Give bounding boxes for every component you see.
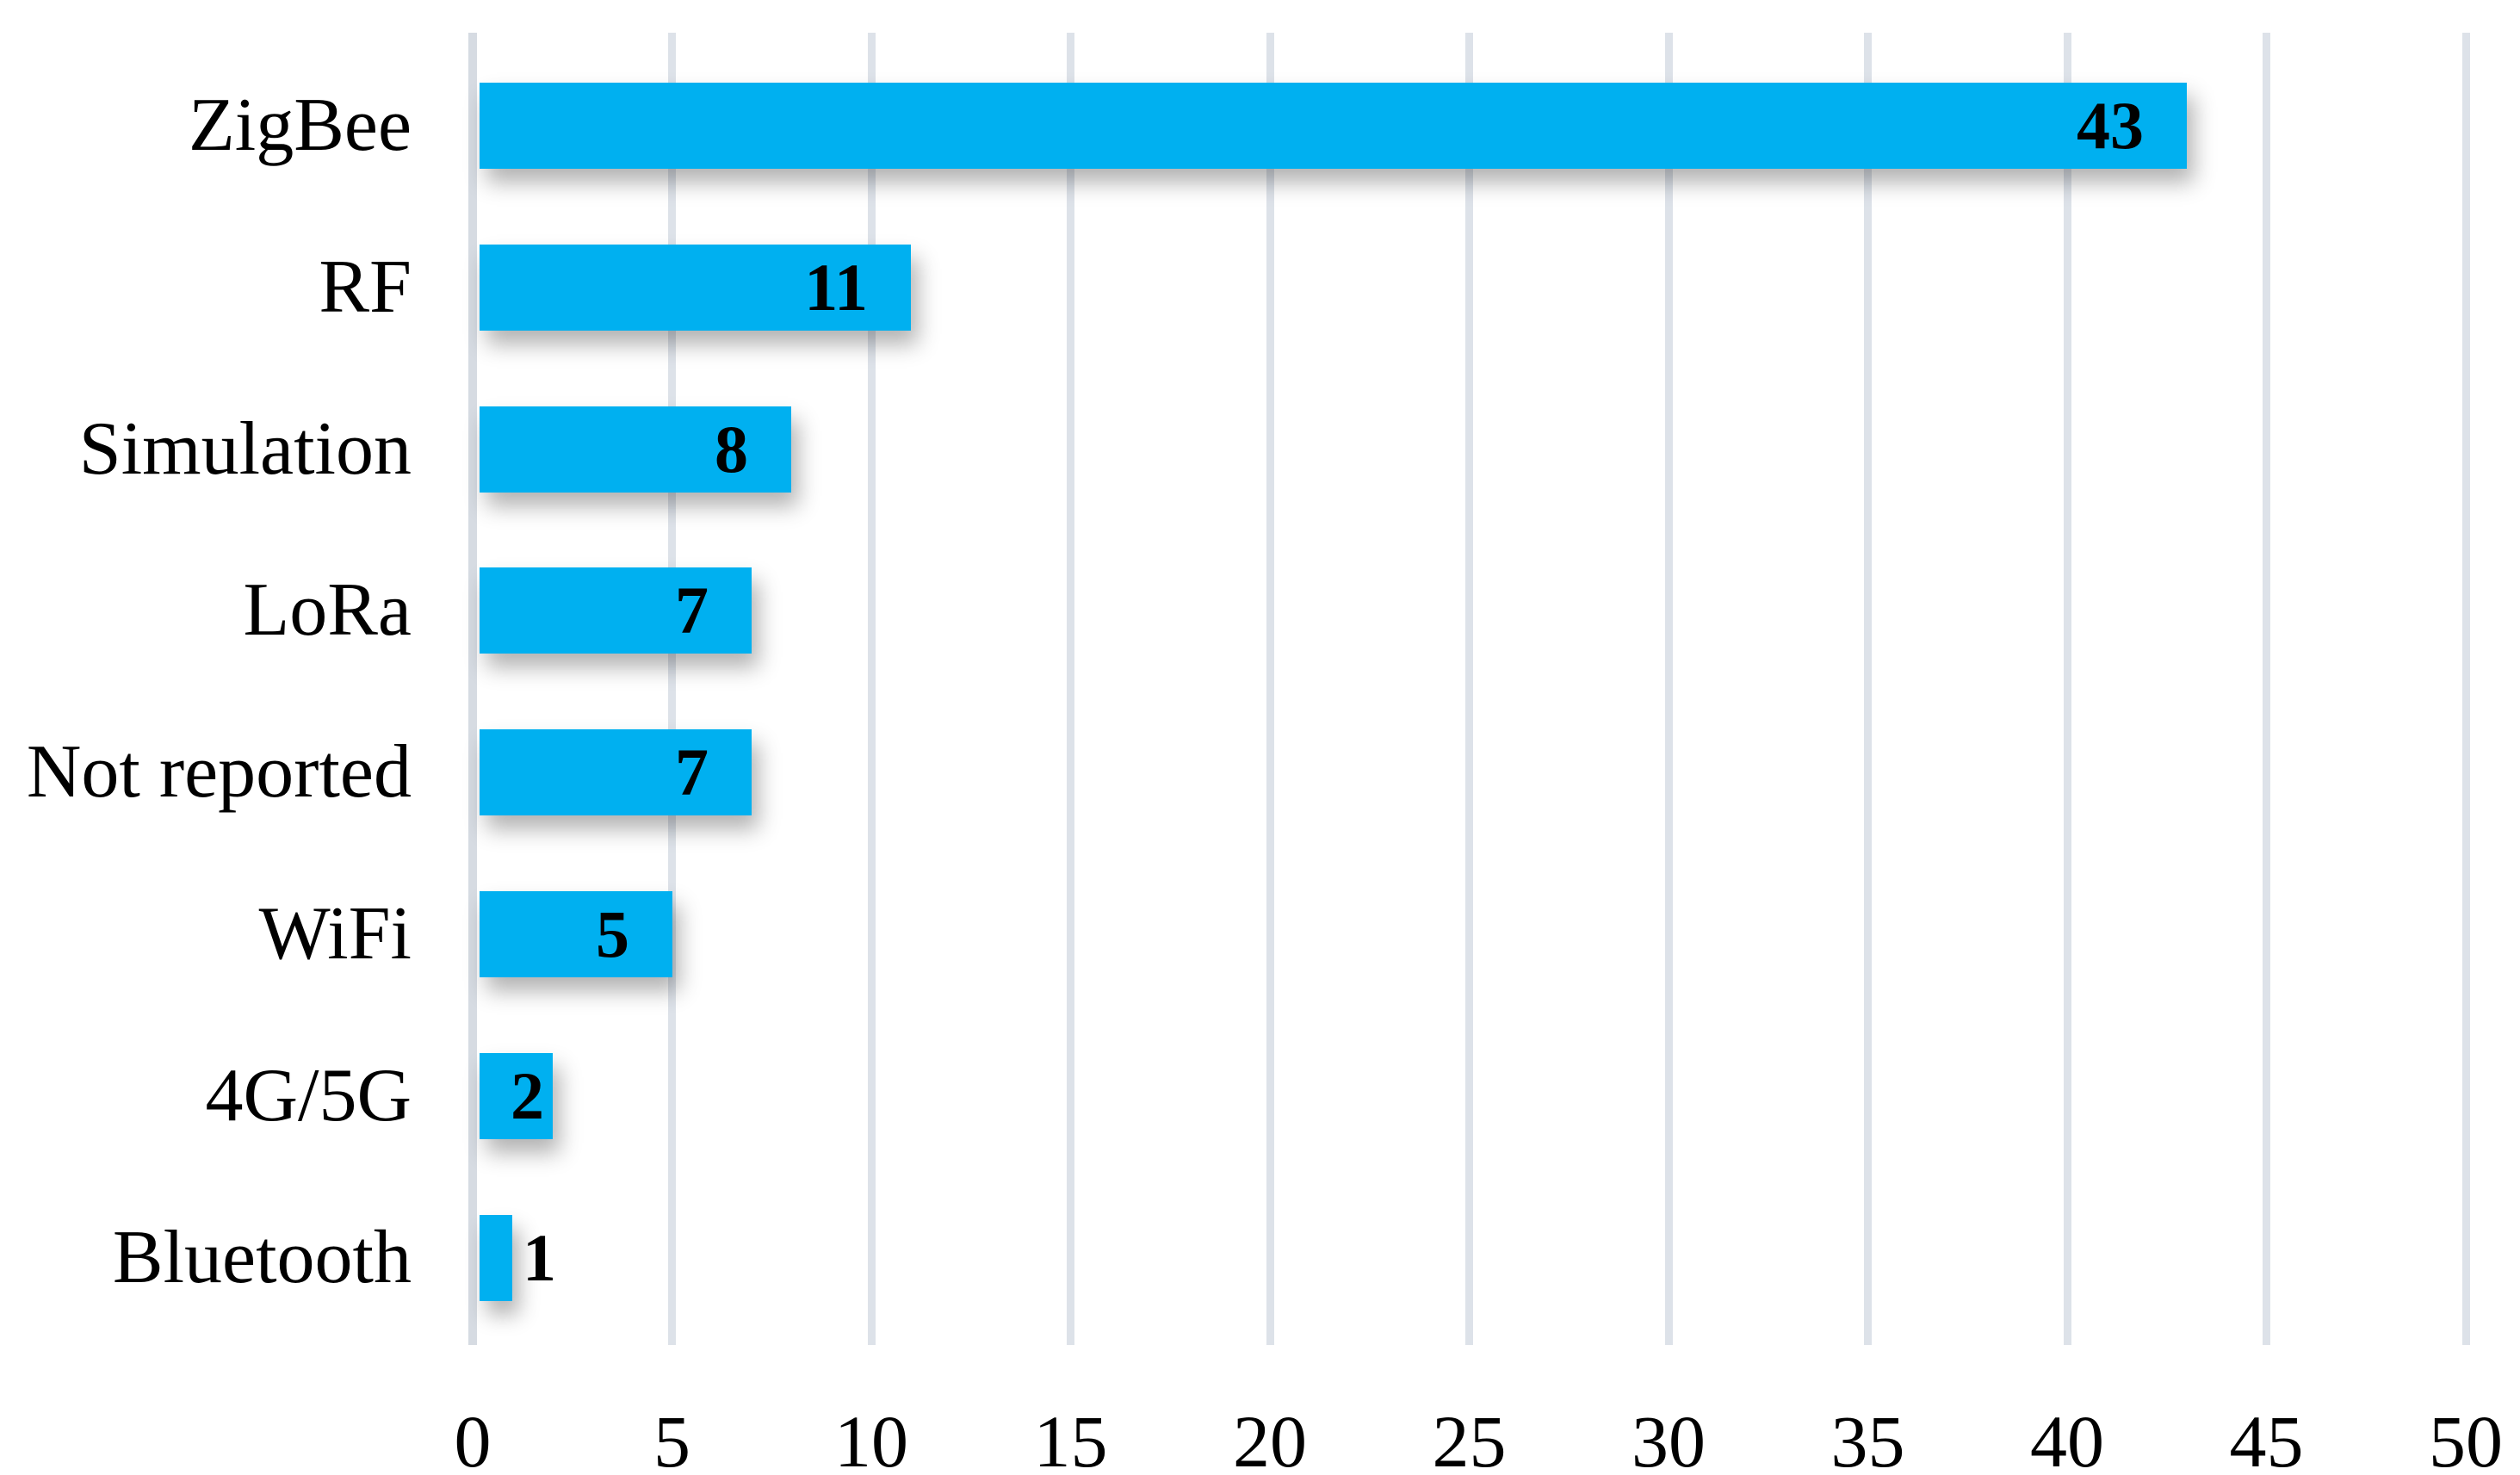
value-label: 7: [675, 573, 709, 648]
value-label: 1: [523, 1219, 556, 1295]
gridline: [867, 33, 876, 1345]
x-tick-label: 40: [2030, 1400, 2104, 1475]
bar-rf: [480, 244, 911, 331]
zero-axis-line: [468, 33, 477, 1345]
gridline: [1465, 33, 1473, 1345]
category-label: ZigBee: [188, 84, 412, 167]
bar-lora: [480, 567, 752, 654]
x-tick-label: 5: [653, 1400, 690, 1475]
x-tick-label: 10: [834, 1400, 908, 1475]
x-tick-label: 20: [1233, 1400, 1307, 1475]
value-label: 8: [715, 411, 748, 487]
x-tick-label: 0: [454, 1400, 492, 1475]
value-label: 5: [596, 896, 629, 971]
gridline: [2063, 33, 2071, 1345]
x-tick-label: 30: [1631, 1400, 1706, 1475]
bar-bluetooth: [480, 1214, 512, 1301]
category-label: Simulation: [78, 406, 412, 491]
x-tick-label: 45: [2229, 1400, 2304, 1475]
gridline: [1067, 33, 1074, 1345]
bar-zigbee: [480, 83, 2187, 169]
gridline: [1266, 33, 1274, 1345]
gridline: [1664, 33, 1673, 1345]
x-tick-label: 50: [2429, 1400, 2503, 1475]
x-tick-label: 35: [1830, 1400, 1905, 1475]
category-label: LoRa: [243, 568, 412, 653]
bar-not-reported: [480, 729, 752, 816]
gridline: [2461, 33, 2470, 1345]
x-tick-label: 25: [1432, 1400, 1507, 1475]
category-label: RF: [319, 245, 412, 329]
gridline: [2263, 33, 2270, 1345]
gridline: [668, 33, 676, 1345]
bar-4g-5g: [480, 1052, 553, 1139]
x-tick-label: 15: [1033, 1400, 1108, 1475]
value-label: 2: [511, 1057, 544, 1133]
value-label: 7: [675, 734, 709, 810]
category-label: WiFi: [258, 892, 412, 976]
bar-simulation: [480, 406, 791, 493]
bar-wifi: [480, 891, 672, 977]
category-label: Bluetooth: [112, 1215, 412, 1299]
category-label: 4G/5G: [205, 1053, 412, 1137]
category-label: Not reported: [26, 730, 412, 815]
gridline: [1864, 33, 1872, 1345]
value-label: 11: [804, 249, 868, 325]
value-label: 43: [2077, 88, 2144, 163]
